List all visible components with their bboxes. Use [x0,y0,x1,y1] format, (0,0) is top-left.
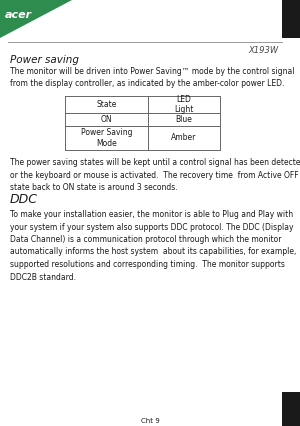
Text: State: State [96,100,117,109]
Text: Blue: Blue [176,115,192,124]
Text: Power Saving
Mode: Power Saving Mode [81,128,132,148]
Text: Power saving: Power saving [10,55,79,65]
Text: To make your installation easier, the monitor is able to Plug and Play with
your: To make your installation easier, the mo… [10,210,296,282]
Text: ON: ON [101,115,112,124]
Text: acer: acer [5,10,32,20]
Text: Amber: Amber [171,133,197,143]
Text: LED
Light: LED Light [174,95,194,114]
Bar [282,0,300,38]
Text: Cht 9: Cht 9 [141,418,159,424]
Text: The monitor will be driven into Power Saving™ mode by the control signal
from th: The monitor will be driven into Power Sa… [10,67,295,89]
Polygon shape [0,0,72,38]
Text: The power saving states will be kept until a control signal has been detected
or: The power saving states will be kept unt… [10,158,300,192]
Bar [282,392,300,426]
Text: DDC: DDC [10,193,38,206]
Text: X193W: X193W [248,46,278,55]
